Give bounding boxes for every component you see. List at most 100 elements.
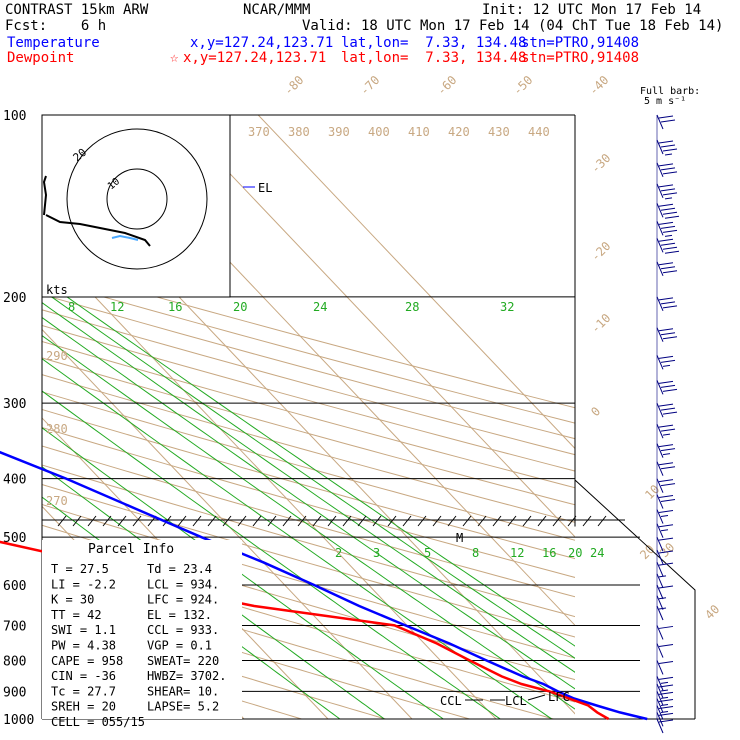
dry-adiabat-line [42, 613, 388, 719]
wind-barb-full [658, 163, 674, 167]
hodograph: 20 10 kts [41, 114, 231, 298]
level-markers: EL M CCL LCL LFC [243, 181, 570, 708]
theta-label: 290 [46, 349, 68, 363]
dewpoint-stn: stn=PTRO,91408 [521, 50, 640, 66]
wind-barbs [656, 114, 680, 734]
hatch-mark [102, 515, 112, 527]
theta-label: 420 [448, 125, 470, 139]
hatch-mark [492, 515, 502, 527]
parcel-info-right: CCL = 933. [147, 623, 219, 637]
mixing-ratio-label: 12 [110, 300, 124, 314]
wind-barb-full [658, 221, 674, 225]
mixing-ratio-label: 5 [424, 546, 431, 560]
theta-label: 280 [46, 422, 68, 436]
wind-barb [656, 718, 674, 734]
valid-label: Valid: 18 UTC Mon 17 Feb 14 (04 ChT Tue … [302, 18, 724, 34]
pressure-tick-label: 500 [3, 531, 26, 546]
wind-barb-staff [656, 261, 664, 276]
wind-barb-full [660, 466, 676, 470]
theta-label: 440 [528, 125, 550, 139]
hatch-mark [552, 515, 562, 527]
dewpoint-star-icon: ☆ [170, 50, 179, 66]
parcel-info-left: CAPE = 958 [51, 654, 123, 668]
wind-barb-half [662, 433, 671, 436]
wind-barb [656, 536, 674, 552]
wind-barb-units: 5 m s⁻¹ [644, 96, 687, 107]
wind-barb [656, 203, 680, 219]
hatch-mark [207, 515, 217, 527]
wind-barb-staff [656, 718, 664, 734]
wind-barb-full [662, 192, 678, 196]
lcl-label: LCL [505, 694, 527, 708]
wind-barb-full [658, 479, 674, 483]
wind-barb [656, 114, 676, 130]
wind-barb [656, 523, 674, 538]
isotherm-line [42, 328, 413, 719]
mixing-ratio-label: 3 [373, 546, 380, 560]
wind-barb-full [660, 332, 676, 336]
hodograph-trace [45, 214, 151, 247]
wind-barb [656, 139, 678, 156]
fcst-label: Fcst: 6 h [5, 18, 107, 34]
pressure-tick-label: 100 [3, 109, 26, 124]
parcel-info-left: PW = 4.38 [51, 639, 116, 653]
lfc-marker [527, 694, 546, 701]
dewpoint-legend-label: Dewpoint [7, 50, 75, 66]
wind-barb-staff [656, 595, 664, 610]
wind-barb-half [660, 696, 669, 699]
wind-barb-half [660, 529, 669, 532]
wind-barb-half [660, 711, 669, 714]
wind-barb-staff [656, 221, 664, 236]
theta-label: 410 [408, 125, 430, 139]
wind-barb [656, 712, 674, 727]
wind-barb-full [658, 510, 674, 514]
wind-barb-half [664, 153, 673, 156]
wind-barb-full [660, 167, 676, 171]
mixing-ratio-lines [42, 278, 575, 719]
model-title: CONTRAST 15km ARW [5, 2, 149, 18]
wind-barb-half [660, 704, 669, 707]
wind-barb-full [658, 184, 674, 188]
wind-barb-full [660, 225, 676, 229]
dry-adiabat-line [42, 324, 575, 472]
wind-barb-half [660, 681, 669, 684]
wind-barb [656, 660, 674, 675]
wind-barb [656, 549, 674, 565]
wind-barb-full [662, 211, 678, 215]
hatch-mark [312, 515, 322, 527]
mixing-ratio-line [42, 358, 553, 719]
wind-barb-full [662, 171, 678, 175]
wind-barb-full [658, 262, 674, 266]
wind-barb-full [658, 562, 674, 566]
parcel-info-right: LAPSE= 5.2 [147, 700, 219, 714]
wind-barb-full [660, 188, 676, 192]
wind-barb-full [658, 691, 674, 695]
temperature-stn: stn=PTRO,91408 [521, 35, 640, 51]
wind-barb-full [658, 495, 674, 499]
temperature-legend-label: Temperature [7, 35, 100, 51]
parcel-info-left: Tc = 27.7 [51, 684, 116, 698]
wind-barb [656, 402, 678, 418]
isotherm-label: -80 [281, 73, 306, 98]
mixing-ratio-line [42, 316, 575, 690]
dry-adiabat-line [42, 590, 472, 719]
mixing-ratio-label: 16 [542, 546, 556, 560]
pressure-tick-label: 800 [3, 654, 26, 669]
hatch-mark [417, 515, 427, 527]
isotherm-label: 40 [702, 602, 722, 622]
wind-barb-full [658, 684, 674, 688]
mixing-ratio-line [42, 278, 575, 647]
wind-barb-full [664, 215, 680, 219]
wind-barb [656, 221, 678, 237]
wind-barb [656, 494, 676, 509]
wind-barb-header: Full barb: [640, 86, 701, 97]
wind-barb-staff [656, 461, 664, 476]
wind-barb [656, 605, 667, 621]
wind-barb [656, 261, 678, 276]
wind-barb-staff [656, 203, 664, 218]
wind-barb-staff [656, 698, 664, 713]
hatch-mark [282, 515, 292, 527]
wind-barb-staff [656, 676, 664, 691]
dry-adiabat-line [42, 264, 575, 409]
wind-barb-staff [656, 683, 664, 699]
